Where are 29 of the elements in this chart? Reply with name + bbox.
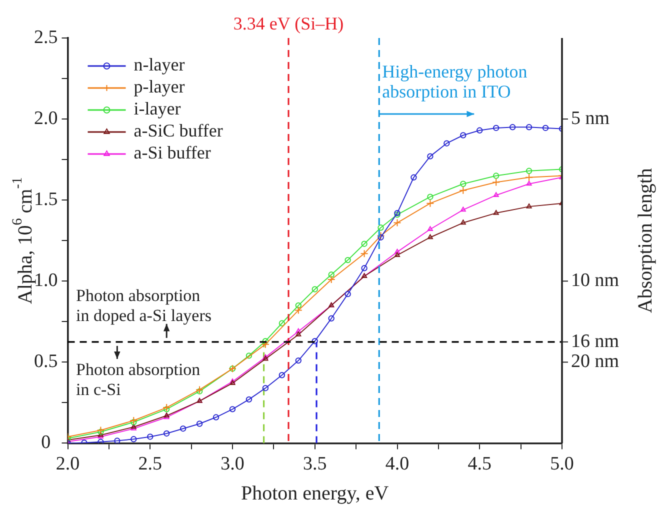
text: 10 nm — [571, 270, 620, 292]
y-tick-label: 2.0 — [34, 108, 58, 130]
x-axis-title: Photon energy, eV — [240, 482, 390, 504]
legend-label: i-layer — [134, 98, 181, 119]
text: 20 nm — [571, 351, 620, 372]
y-tick-label: 1.5 — [34, 189, 58, 210]
x-tick-label: 2.0 — [56, 454, 80, 475]
x-tick-label: 3.0 — [220, 454, 244, 475]
text: 16 nm — [571, 330, 620, 352]
legend-label: a-SiC buffer — [134, 120, 223, 141]
x-tick-label: 4.5 — [468, 454, 492, 475]
legend-label: a-Si buffer — [134, 142, 211, 163]
y-tick-label: 0 — [41, 432, 51, 454]
ref-line-label: High-energy photon absorption in ITO — [382, 62, 528, 102]
y-tick-label: 2.5 — [34, 26, 58, 48]
y2-axis-title: Absorption length — [634, 168, 656, 314]
annotation: Photon absorption in c-Si — [76, 360, 201, 400]
y-tick-label: 0.5 — [34, 351, 58, 372]
x-tick-label: 5.0 — [550, 454, 574, 475]
x-tick-label: 4.0 — [385, 454, 410, 475]
legend-label: n-layer — [134, 54, 185, 75]
ref-line-label: 3.34 eV (Si–H) — [233, 14, 344, 34]
x-tick-label: 3.5 — [303, 454, 327, 475]
annotation: Photon absorption in doped a-Si layers — [76, 286, 212, 325]
y-tick-label: 1.0 — [34, 270, 58, 292]
legend-label: p-layer — [134, 76, 185, 97]
text: 5 nm — [571, 108, 610, 130]
x-tick-label: 2.5 — [138, 454, 162, 475]
y-axis-title: Alpha, 106 cm-1 — [10, 177, 36, 304]
